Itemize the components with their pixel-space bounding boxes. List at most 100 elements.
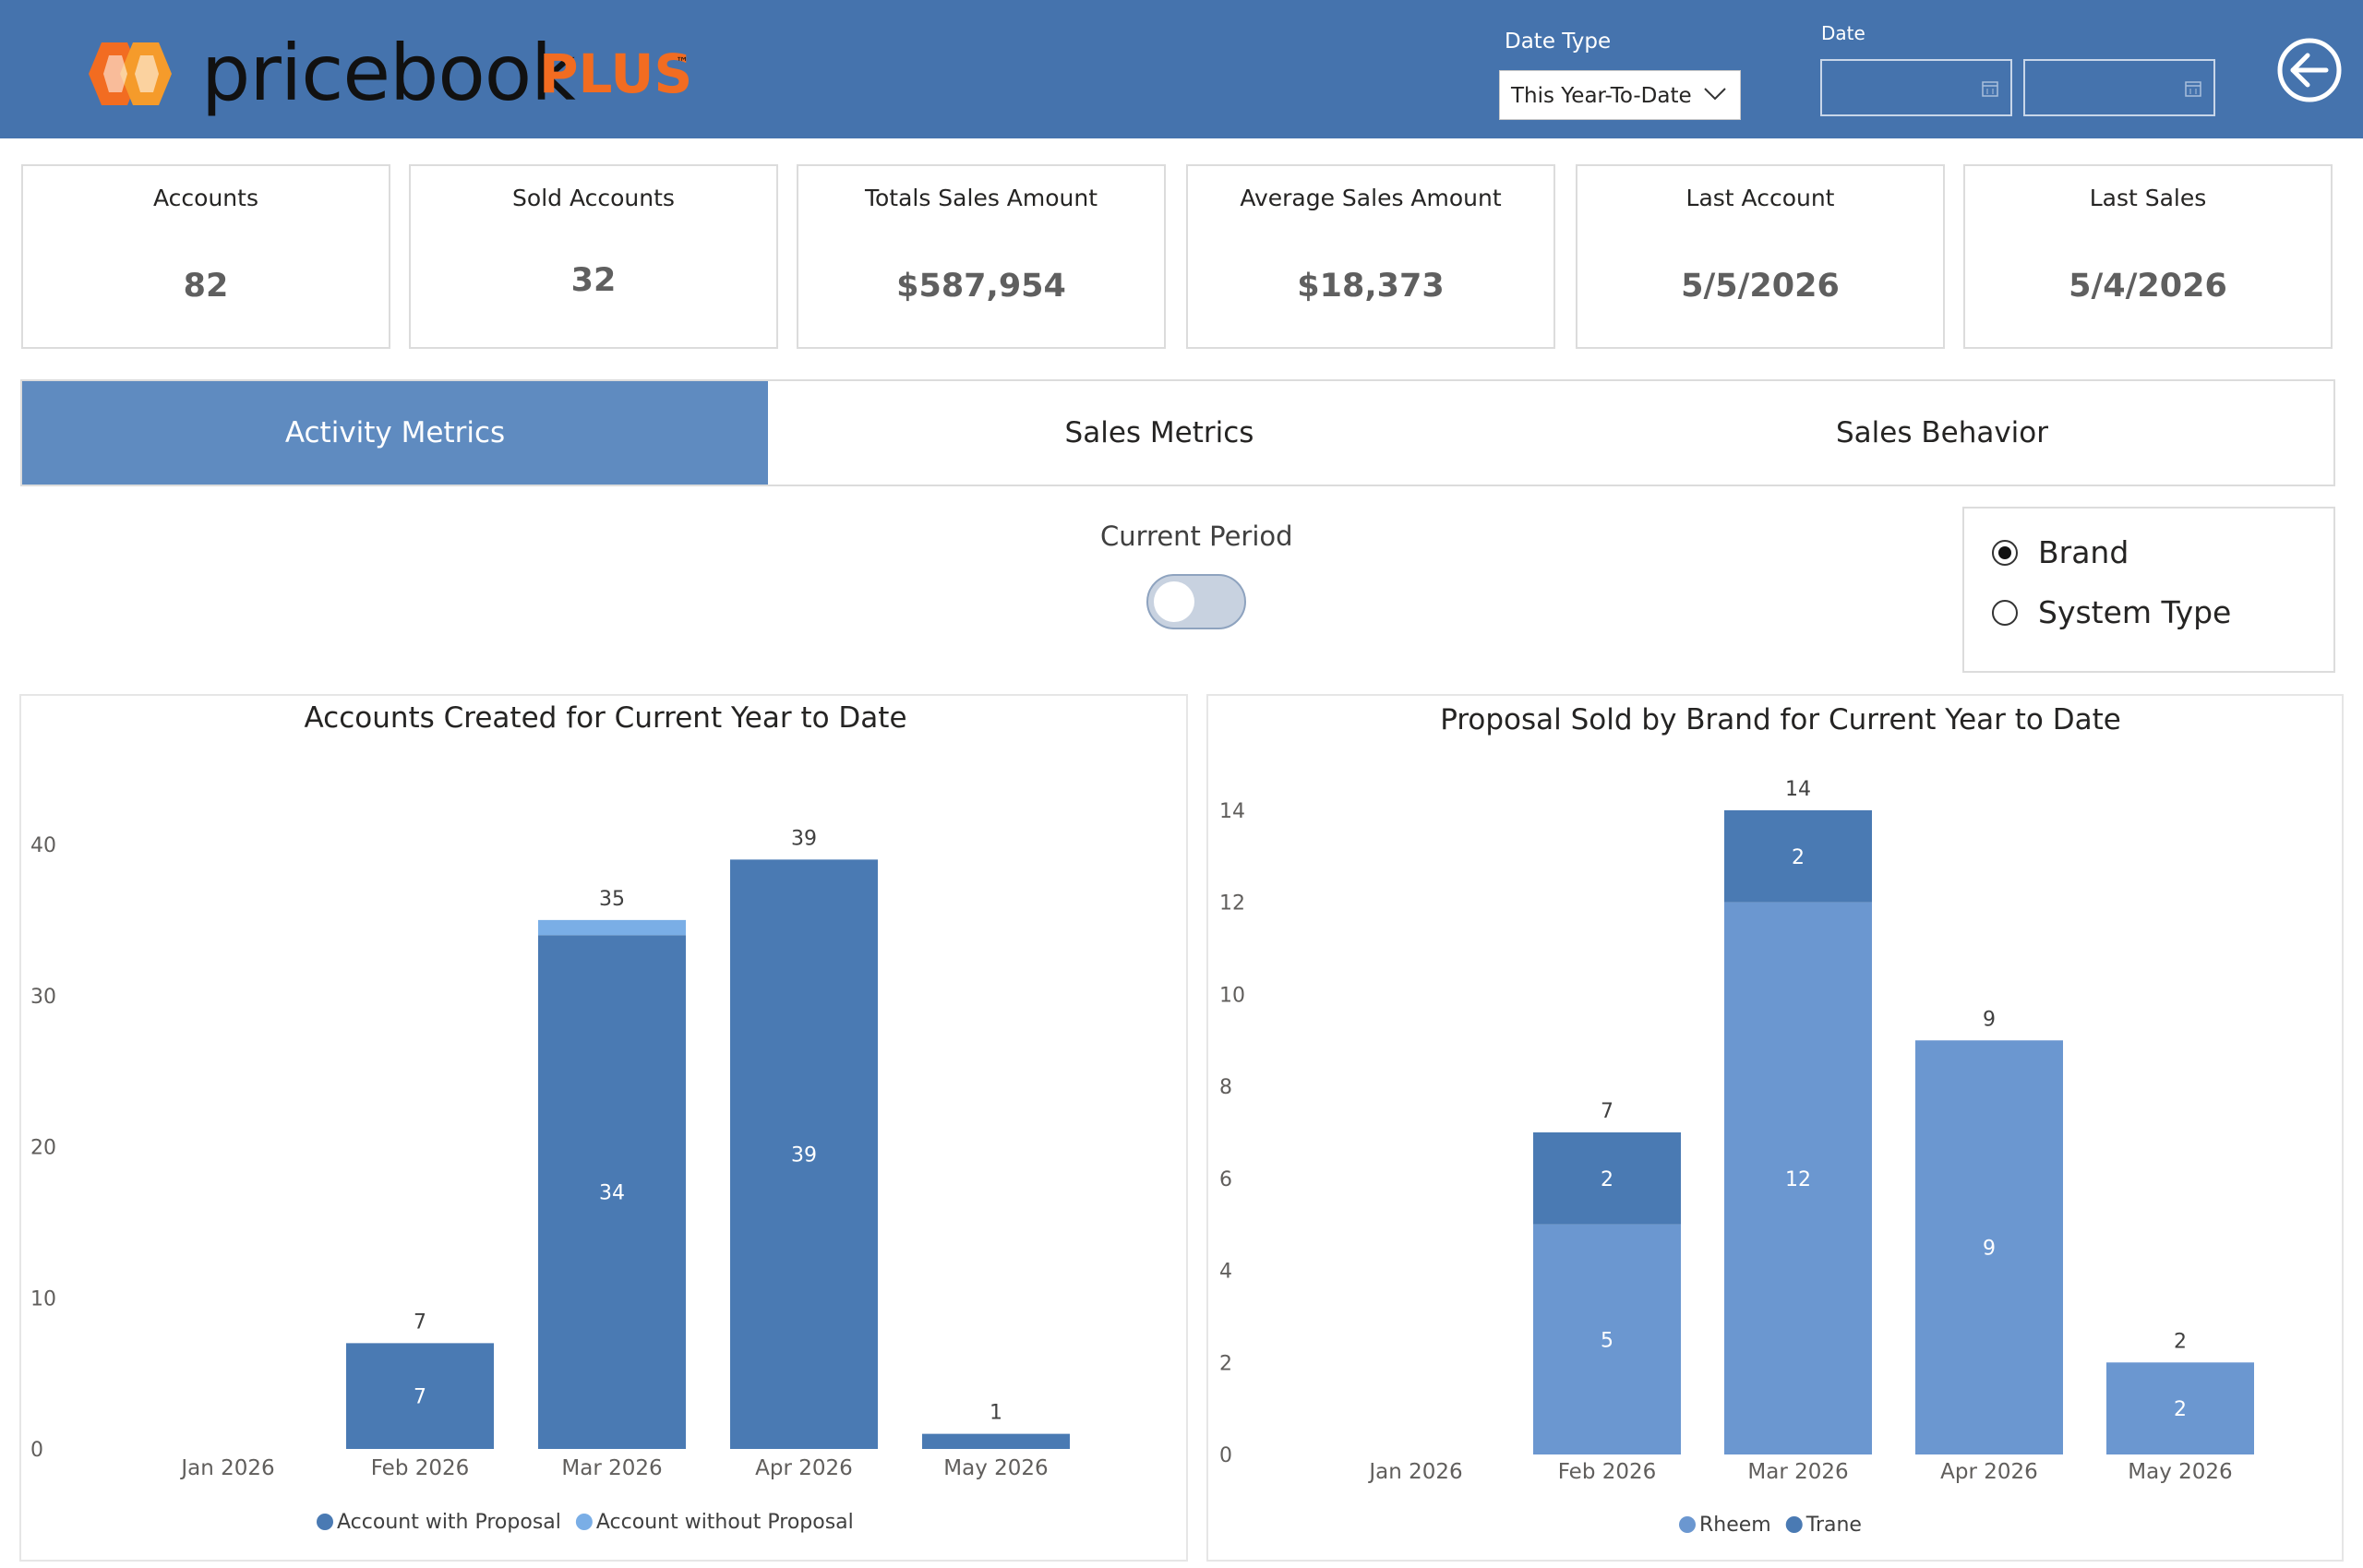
kpi-card-last-sales: Last Sales 5/4/2026 [1963, 164, 2333, 349]
legend-label: Trane [1805, 1514, 1862, 1537]
bar-total-label: 7 [414, 1311, 426, 1334]
bar-data-label: 2 [2174, 1398, 2187, 1421]
proposal-sold-chart-svg: Proposal Sold by Brand for Current Year … [1219, 703, 2254, 1537]
tab-sales-metrics[interactable]: Sales Metrics [1064, 416, 1254, 449]
accounts-created-chart: Accounts Created for Current Year to Dat… [19, 694, 1188, 1562]
bar-total-label: 14 [1785, 778, 1811, 801]
legend-label: Rheem [1699, 1514, 1771, 1537]
date-start-input[interactable] [1820, 59, 2012, 116]
bar-data-label: 9 [1983, 1238, 1996, 1261]
logo-trademark: ™ [676, 55, 689, 70]
kpi-card-last-account: Last Account 5/5/2026 [1576, 164, 1945, 349]
bar-segment-1 [922, 1433, 1070, 1449]
proposal-sold-chart: Proposal Sold by Brand for Current Year … [1206, 694, 2344, 1562]
x-tick-label: Mar 2026 [1747, 1460, 1848, 1484]
bar-data-label: 34 [599, 1182, 625, 1205]
date-end-input[interactable] [2023, 59, 2215, 116]
kpi-card-sold-accounts: Sold Accounts 32 [409, 164, 778, 349]
kpi-value: 5/4/2026 [2069, 268, 2227, 305]
y-tick-label: 0 [1219, 1444, 1232, 1467]
y-tick-label: 40 [30, 834, 56, 857]
x-tick-label: Jan 2026 [179, 1456, 274, 1480]
bar-data-label: 39 [791, 1144, 817, 1167]
kpi-title: Accounts [153, 185, 258, 211]
kpi-title: Last Account [1685, 185, 1835, 211]
bar-data-label: 2 [1792, 846, 1805, 869]
date-type-label: Date Type [1505, 30, 1612, 54]
back-arrow-icon[interactable] [2276, 37, 2343, 103]
legend-marker [1679, 1516, 1696, 1533]
y-tick-label: 10 [1219, 984, 1245, 1007]
bar-segment-1 [2106, 1362, 2254, 1454]
calendar-icon[interactable] [2184, 79, 2202, 98]
header-bar: pricebook PLUS ™ Date Type This Year-To-… [0, 0, 2363, 138]
date-type-value: This Year-To-Date [1511, 84, 1692, 108]
radio-label[interactable]: Brand [2038, 534, 2129, 570]
kpi-title: Last Sales [2089, 185, 2207, 211]
bar-segment-1 [346, 1343, 494, 1449]
calendar-icon[interactable] [1981, 79, 1999, 98]
toggle-knob [1154, 581, 1194, 622]
bar-segment-1 [538, 935, 686, 1449]
kpi-value: 32 [570, 262, 617, 299]
bar-segment-2 [538, 919, 686, 936]
y-tick-label: 12 [1219, 892, 1245, 916]
x-tick-label: Feb 2026 [1558, 1460, 1657, 1484]
radio-circle[interactable] [1992, 600, 2018, 626]
x-tick-label: Apr 2026 [1940, 1460, 2038, 1484]
kpi-card-accounts: Accounts 82 [21, 164, 390, 349]
radio-label[interactable]: System Type [2038, 594, 2232, 630]
tab-activity-metrics[interactable]: Activity Metrics [22, 381, 768, 485]
kpi-value: $18,373 [1297, 268, 1445, 305]
legend-label: Account with Proposal [337, 1511, 561, 1534]
kpi-value: 5/5/2026 [1681, 268, 1840, 305]
logo-wordmark: pricebook [201, 28, 576, 118]
group-by-radio-group: Brand System Type [1962, 507, 2335, 673]
chart-title: Accounts Created for Current Year to Dat… [304, 701, 906, 735]
bar-segment-2 [1533, 1132, 1681, 1225]
date-label: Date [1821, 22, 1865, 44]
bar-data-label: 5 [1601, 1329, 1613, 1352]
kpi-value: 82 [183, 268, 229, 305]
kpi-title: Totals Sales Amount [864, 185, 1098, 211]
y-tick-label: 8 [1219, 1076, 1232, 1099]
bar-total-label: 1 [990, 1402, 1002, 1425]
bar-total-label: 39 [791, 827, 817, 850]
bar-segment-1 [1724, 902, 1872, 1454]
y-tick-label: 6 [1219, 1168, 1232, 1191]
kpi-card-total-sales: Totals Sales Amount $587,954 [797, 164, 1166, 349]
current-period-label: Current Period [1100, 521, 1293, 552]
kpi-title: Average Sales Amount [1240, 185, 1502, 211]
y-tick-label: 2 [1219, 1352, 1232, 1375]
chart-title: Proposal Sold by Brand for Current Year … [1440, 703, 2121, 736]
bar-segment-1 [1533, 1224, 1681, 1454]
bar-data-label: 7 [414, 1386, 426, 1409]
bar-segment-1 [1915, 1040, 2063, 1454]
x-tick-label: Apr 2026 [755, 1456, 853, 1480]
radio-circle[interactable] [1992, 540, 2018, 566]
x-tick-label: May 2026 [2128, 1460, 2232, 1484]
x-tick-label: Jan 2026 [1367, 1460, 1462, 1484]
bar-total-label: 7 [1601, 1100, 1613, 1123]
y-tick-label: 30 [30, 986, 56, 1009]
y-tick-label: 10 [30, 1287, 56, 1311]
metrics-tabs: Activity Metrics Sales Metrics Sales Beh… [20, 379, 2335, 486]
tab-sales-behavior[interactable]: Sales Behavior [1835, 416, 2049, 449]
logo-plus: PLUS [539, 42, 693, 105]
radio-selected-dot [1998, 546, 2011, 559]
y-tick-label: 14 [1219, 800, 1245, 823]
bar-data-label: 12 [1785, 1168, 1811, 1191]
chevron-down-icon [1704, 88, 1726, 101]
current-period-toggle[interactable] [1146, 574, 1246, 629]
kpi-value: $587,954 [896, 268, 1066, 305]
bar-segment-2 [1724, 810, 1872, 903]
bar-total-label: 35 [599, 888, 625, 911]
logo-icon [89, 42, 172, 105]
accounts-created-chart-svg: Accounts Created for Current Year to Dat… [30, 701, 1070, 1534]
legend-label: Account without Proposal [596, 1511, 854, 1534]
bar-data-label: 2 [1601, 1168, 1613, 1191]
bar-total-label: 2 [2174, 1330, 2187, 1353]
y-tick-label: 20 [30, 1137, 56, 1160]
date-type-dropdown[interactable]: This Year-To-Date [1499, 70, 1741, 120]
bar-segment-1 [730, 859, 878, 1449]
